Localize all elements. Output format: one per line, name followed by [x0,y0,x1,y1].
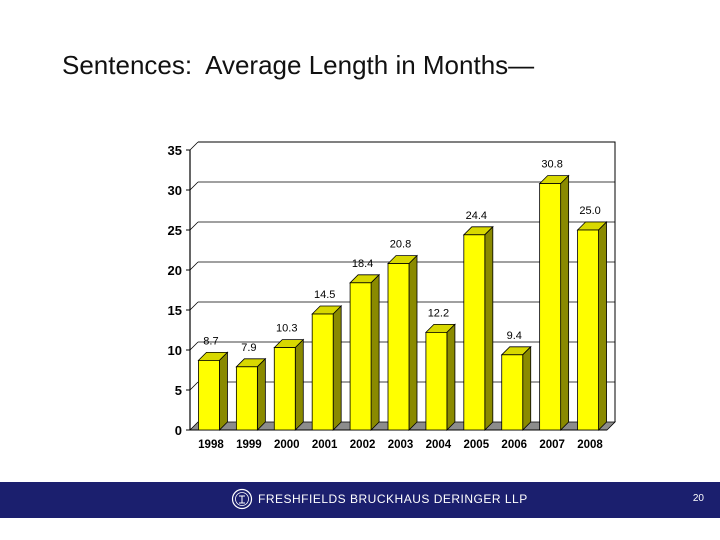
bars-layer [197,174,608,431]
bar [387,263,410,431]
slide-title: Sentences: Average Length in Months— [62,50,535,80]
bar-side [598,221,607,431]
data-label: 18.4 [352,258,373,270]
bar [463,234,486,431]
x-tick-label: 2006 [501,439,527,451]
page-number: 20 [692,493,704,504]
bar [198,359,220,431]
bar [273,347,296,431]
y-tick-label: 10 [168,343,182,358]
data-label: 20.8 [390,239,411,251]
bar [577,229,599,431]
y-tick-label: 15 [168,303,182,318]
bar [539,183,562,431]
data-label: 30.8 [541,159,562,171]
data-label: 14.5 [314,289,335,301]
gridline-diag [189,301,199,311]
data-label: 7.9 [241,342,256,354]
bar-chart: 0 5 10 15 20 25 30 35 8.7 1998 7.9 1999 10.3 2000 14.… [168,141,616,451]
x-tick-label: 1999 [236,439,262,451]
bar-side [408,254,418,431]
x-tick-label: 2008 [577,439,603,451]
labels-layer: 8.7 1998 7.9 1999 10.3 2000 14.5 2001 18.4 2002 20… [198,159,603,451]
x-tick-label: 2001 [312,439,338,451]
data-label: 24.4 [466,210,487,222]
x-tick-label: 2004 [426,439,452,451]
data-label: 9.4 [507,330,522,342]
bar [349,282,372,431]
gridline-diag [189,141,199,151]
y-tick-label: 5 [175,383,182,398]
bar-side [484,225,494,431]
gridline-diag [189,381,199,391]
freshfields-seal-icon [231,488,253,510]
bar [501,354,524,431]
logo-text: FRESHFIELDS BRUCKHAUS DERINGER LLP [258,492,528,506]
bar [311,313,334,431]
bar-side [219,351,228,431]
x-tick-label: 2000 [274,439,300,451]
y-tick-label: 30 [168,183,182,198]
bar-side [332,305,342,431]
gridline-diag [189,221,199,231]
y-tick-label: 25 [168,223,182,238]
bar-side [294,338,304,431]
bar-side [560,174,570,431]
data-label: 12.2 [428,307,449,319]
y-tick-label: 0 [175,423,182,438]
data-label: 10.3 [276,323,297,335]
bar-side [522,345,532,431]
x-tick-label: 2002 [350,439,376,451]
gridline-diag [189,181,199,191]
y-tick-label: 20 [168,263,182,278]
gridline-diag [189,341,199,351]
x-tick-label: 2003 [388,439,414,451]
y-tick-label: 35 [168,143,182,158]
x-tick-label: 2005 [464,439,490,451]
x-tick-label: 2007 [539,439,565,451]
bar-side [256,357,266,431]
data-label: 8.7 [203,335,218,347]
bar [235,366,258,431]
footer-band: FRESHFIELDS BRUCKHAUS DERINGER LLP 20 [0,482,720,518]
bar [425,331,448,431]
data-label: 25.0 [579,205,600,217]
bar-side [446,323,456,431]
bar-side [370,273,380,431]
x-tick-label: 1998 [198,439,224,451]
gridline-diag [189,261,199,271]
